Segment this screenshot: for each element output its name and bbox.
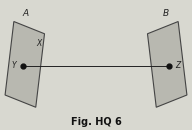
Text: Z: Z bbox=[175, 61, 180, 70]
Text: B: B bbox=[163, 9, 169, 18]
Polygon shape bbox=[5, 22, 45, 107]
Text: Y: Y bbox=[11, 61, 16, 70]
Text: Fig. HQ 6: Fig. HQ 6 bbox=[71, 117, 121, 127]
Text: X: X bbox=[36, 39, 41, 48]
Text: A: A bbox=[23, 9, 29, 18]
Polygon shape bbox=[147, 22, 187, 107]
